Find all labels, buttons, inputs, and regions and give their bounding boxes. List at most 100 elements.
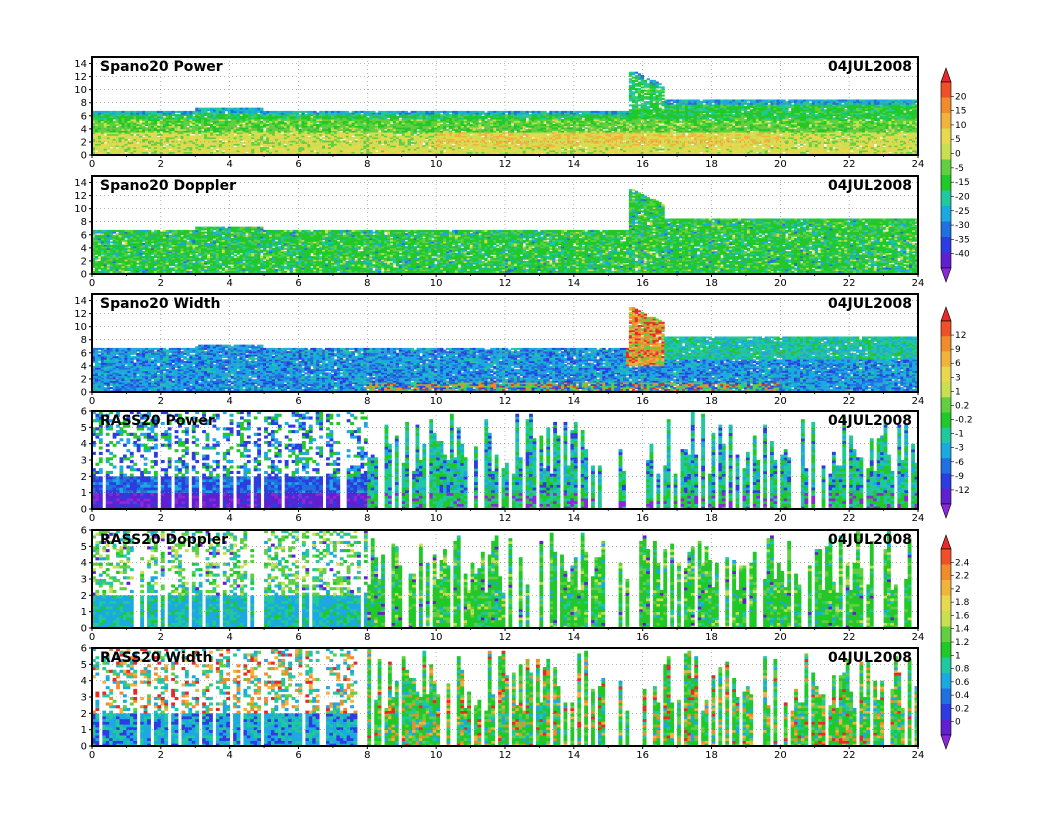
heatmap-cell xyxy=(225,142,228,144)
heatmap-cell xyxy=(532,139,535,141)
heatmap-cell xyxy=(172,111,175,113)
heatmap-cell xyxy=(260,108,263,110)
heatmap-cell xyxy=(620,111,623,113)
heatmap-cell xyxy=(561,111,564,113)
heatmap-cell xyxy=(107,152,110,154)
heatmap-cell xyxy=(192,111,195,113)
heatmap-cell xyxy=(602,111,605,113)
heatmap-cell xyxy=(396,135,399,137)
heatmap-cell xyxy=(576,142,579,144)
heatmap-cell xyxy=(623,111,626,113)
heatmap-cell xyxy=(399,111,402,113)
heatmap-cell xyxy=(178,111,181,113)
heatmap-cell xyxy=(484,121,487,123)
heatmap-cell xyxy=(281,111,284,113)
heatmap-cell xyxy=(585,152,588,154)
heatmap-cell xyxy=(585,111,588,113)
heatmap-cell xyxy=(419,111,422,113)
heatmap-cell xyxy=(446,111,449,113)
heatmap-cell xyxy=(166,145,169,147)
heatmap-cell xyxy=(629,85,632,87)
heatmap-cell xyxy=(570,111,573,113)
heatmap-cell xyxy=(237,127,240,129)
heatmap-cell xyxy=(284,145,287,147)
heatmap-cell xyxy=(605,111,608,113)
heatmap-cell xyxy=(192,116,195,118)
heatmap-cell xyxy=(148,111,151,113)
heatmap-cell xyxy=(449,111,452,113)
heatmap-cell xyxy=(124,111,127,113)
heatmap-cell xyxy=(110,148,113,150)
heatmap-cell xyxy=(116,148,119,150)
heatmap-cell xyxy=(263,111,266,113)
heatmap-cell xyxy=(381,111,384,113)
heatmap-cell xyxy=(142,137,145,139)
heatmap-cell xyxy=(428,148,431,150)
heatmap-cell xyxy=(195,108,198,110)
heatmap-cell xyxy=(470,111,473,113)
heatmap-cell xyxy=(605,131,608,133)
heatmap-cell xyxy=(248,135,251,137)
heatmap-cell xyxy=(352,137,355,139)
heatmap-cell xyxy=(98,111,101,113)
heatmap-cell xyxy=(127,140,130,142)
heatmap-cell xyxy=(355,111,358,113)
heatmap-cell xyxy=(222,142,225,144)
heatmap-cell xyxy=(145,127,148,129)
heatmap-cell xyxy=(476,111,479,113)
heatmap-cell xyxy=(532,111,535,113)
heatmap-cell xyxy=(201,131,204,133)
heatmap-cell xyxy=(473,111,476,113)
heatmap-cell xyxy=(130,111,133,113)
heatmap-cell xyxy=(384,111,387,113)
heatmap-cell xyxy=(163,117,166,119)
heatmap-cell xyxy=(508,111,511,113)
heatmap-cell xyxy=(602,131,605,133)
heatmap-cell xyxy=(629,109,632,111)
heatmap-cell xyxy=(210,148,213,150)
heatmap-cell xyxy=(186,111,189,113)
heatmap-cell xyxy=(596,111,599,113)
heatmap-cell xyxy=(375,152,378,154)
heatmap-cell xyxy=(449,114,452,116)
heatmap-cell xyxy=(384,131,387,133)
heatmap-cell xyxy=(626,111,629,113)
heatmap-cell xyxy=(461,111,464,113)
heatmap-cell xyxy=(222,108,225,110)
heatmap-cell xyxy=(301,111,304,113)
heatmap-cell xyxy=(248,108,251,110)
heatmap-cell xyxy=(95,152,98,154)
heatmap-cell xyxy=(573,148,576,150)
heatmap-cell xyxy=(360,111,363,113)
heatmap-cell xyxy=(484,113,487,115)
heatmap-cell xyxy=(154,111,157,113)
heatmap-cell xyxy=(582,129,585,131)
heatmap-cell xyxy=(378,111,381,113)
heatmap-cell xyxy=(446,129,449,131)
heatmap-cell xyxy=(237,108,240,110)
heatmap-cell xyxy=(240,142,243,144)
heatmap-cell xyxy=(284,122,287,124)
heatmap-cell xyxy=(641,122,644,124)
heatmap-cell xyxy=(175,111,178,113)
heatmap-cell xyxy=(505,132,508,134)
heatmap-cell xyxy=(417,134,420,136)
heatmap-cell xyxy=(417,131,420,133)
heatmap-cell xyxy=(422,145,425,147)
heatmap-cell xyxy=(304,111,307,113)
heatmap-cell xyxy=(520,111,523,113)
heatmap-cell xyxy=(234,108,237,110)
heatmap-cell xyxy=(216,134,219,136)
heatmap-cell xyxy=(470,150,473,152)
heatmap-cell xyxy=(422,111,425,113)
heatmap-cell xyxy=(599,111,602,113)
heatmap-cell xyxy=(611,111,614,113)
heatmap-cell xyxy=(517,111,520,113)
heatmap-cell xyxy=(322,137,325,139)
heatmap-cell xyxy=(629,78,632,80)
heatmap-cell xyxy=(104,135,107,137)
heatmap-cell xyxy=(573,111,576,113)
heatmap-cell xyxy=(632,80,635,82)
heatmap-cell xyxy=(113,111,116,113)
heatmap-cell xyxy=(594,111,597,113)
